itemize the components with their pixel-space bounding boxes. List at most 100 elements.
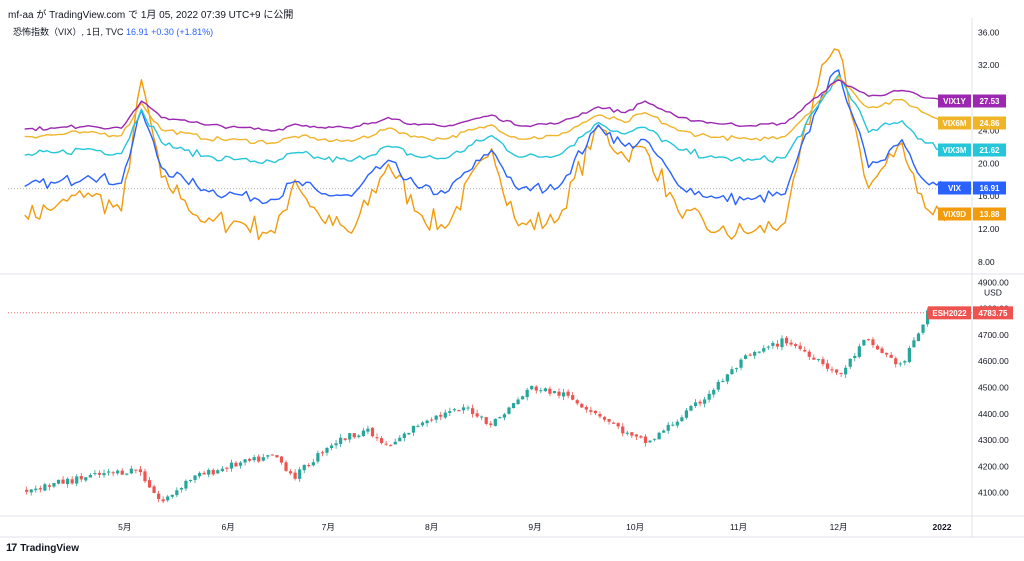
candle-body: [498, 417, 502, 419]
candle-body: [466, 407, 470, 409]
candle-body: [844, 367, 848, 375]
candle-body: [52, 483, 56, 487]
candle-body: [307, 465, 311, 467]
es-candle: [784, 336, 789, 346]
es-ytick-label: 4200.00: [978, 461, 1009, 471]
candle-body: [552, 391, 557, 394]
candle-body: [106, 471, 111, 473]
es-candle: [648, 440, 652, 444]
candle-body: [516, 399, 520, 405]
candle-body: [147, 480, 152, 488]
es-candle: [511, 402, 516, 409]
candle-body: [152, 486, 156, 493]
candle-body: [334, 443, 338, 446]
es-candle: [147, 477, 152, 488]
candle-body: [839, 372, 843, 374]
es-candle: [839, 372, 843, 377]
es-candle: [279, 456, 284, 465]
es-candle: [102, 469, 106, 478]
candle-body: [361, 430, 365, 436]
es-candle: [657, 431, 661, 440]
es-candle: [243, 459, 247, 466]
candle-body: [275, 455, 279, 458]
candle-body: [616, 423, 620, 427]
es-candle: [129, 465, 133, 475]
candle-body: [493, 418, 497, 426]
es-candle: [288, 469, 293, 476]
line-vix3m: [24, 74, 953, 165]
candle-body: [557, 391, 561, 396]
candle-body: [411, 425, 416, 433]
xtick-label: 10月: [626, 522, 644, 532]
tradingview-footer[interactable]: 17 TradingView: [6, 542, 79, 554]
candle-body: [507, 407, 511, 414]
candle-body: [175, 490, 179, 496]
es-candle: [398, 435, 402, 442]
badge-value-bg: [973, 306, 1013, 320]
candle-body: [730, 369, 734, 375]
es-candle: [607, 419, 611, 425]
badge-value-bg: [973, 207, 1006, 221]
badge-value: 4783.75: [979, 309, 1008, 318]
xtick-label: 12月: [830, 522, 848, 532]
es-candle: [557, 388, 561, 399]
tradingview-brand: TradingView: [20, 542, 79, 554]
candle-body: [348, 433, 352, 440]
legend-change: +0.30 (+1.81%): [151, 27, 214, 37]
es-candle: [97, 470, 102, 478]
es-candle: [543, 387, 547, 393]
es-candle: [106, 468, 111, 476]
candle-body: [593, 410, 598, 414]
candle-body: [771, 342, 775, 346]
candle-body: [580, 403, 584, 408]
es-candle: [370, 427, 375, 438]
vix-ytick-label: 16.00: [978, 191, 1000, 201]
badge-vix: VIX 16.91: [938, 181, 1006, 195]
es-candle: [275, 455, 279, 458]
candle-body: [166, 496, 170, 501]
es-candle: [234, 460, 238, 468]
es-candle: [470, 404, 475, 418]
es-candle: [780, 335, 784, 351]
candle-body: [589, 410, 593, 412]
candle-body: [252, 457, 256, 461]
candle-body: [716, 381, 720, 390]
es-candle: [366, 425, 370, 435]
es-candle: [684, 408, 689, 420]
candle-body: [302, 464, 306, 471]
candle-body: [229, 462, 234, 469]
es-candle: [75, 474, 79, 487]
candle-body: [25, 489, 29, 492]
candle-body: [188, 479, 193, 481]
candle-body: [116, 470, 120, 474]
candle-body: [530, 385, 534, 390]
candle-body: [398, 437, 402, 442]
candle-body: [784, 337, 789, 344]
es-candle: [885, 352, 889, 358]
es-candle: [766, 345, 770, 351]
badge-name-bg: [938, 143, 971, 157]
es-candle: [652, 438, 657, 442]
es-candle: [84, 476, 88, 483]
es-candle: [238, 461, 243, 469]
es-candle: [771, 340, 775, 350]
es-candles: [25, 307, 952, 504]
es-candle: [816, 358, 820, 362]
candle-body: [885, 352, 889, 355]
candle-body: [848, 358, 852, 367]
es-candle: [402, 431, 406, 442]
es-candle: [762, 345, 766, 354]
candle-body: [298, 469, 302, 479]
es-candle: [379, 436, 384, 445]
es-candle: [29, 489, 33, 496]
es-candle: [493, 418, 497, 427]
es-candle: [866, 338, 871, 341]
badge-name: VIX6M: [942, 119, 966, 128]
candle-body: [571, 395, 575, 400]
line-vix: [24, 69, 953, 206]
candle-body: [725, 374, 729, 382]
es-candle: [34, 485, 38, 493]
es-candle: [666, 421, 670, 434]
es-candle: [625, 430, 629, 436]
